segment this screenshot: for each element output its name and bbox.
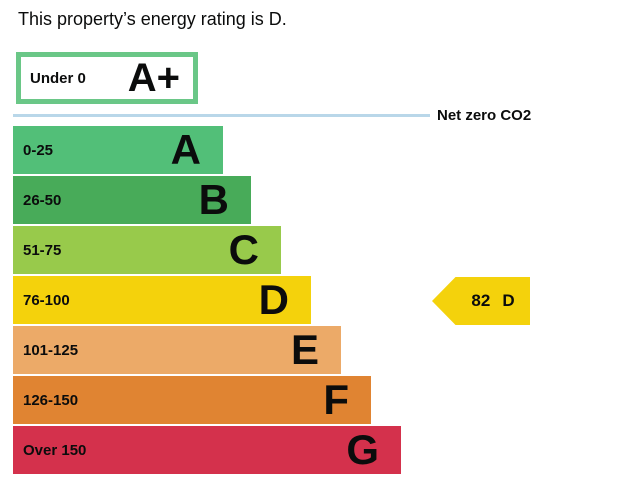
- band-range-label: 0-25: [23, 141, 54, 159]
- band-a-plus-letter: A+: [127, 56, 180, 100]
- page-title: This property’s energy rating is D.: [18, 9, 287, 29]
- current-rating-band: D: [502, 291, 515, 310]
- current-rating-value: 82: [471, 291, 491, 310]
- band-range-label: 126-150: [23, 391, 79, 409]
- band-range-label: 101-125: [23, 341, 79, 359]
- rating-band-c: 51-75 C: [13, 226, 281, 274]
- band-a-plus-range-label: Under 0: [30, 69, 86, 87]
- rating-bands: 0-25 A 26-50 B 51-75 C 76-100 D 101-125 E 126-150 F…: [13, 126, 401, 476]
- band-range-label: 26-50: [23, 191, 62, 209]
- band-letter: G: [346, 426, 379, 473]
- band-a-plus: Under 0 A+: [16, 52, 198, 104]
- net-zero-line: [13, 114, 430, 117]
- rating-band-d: 76-100 D: [13, 276, 311, 324]
- band-letter: C: [228, 226, 259, 273]
- band-letter: A: [170, 126, 201, 173]
- band-letter: D: [258, 276, 289, 323]
- net-zero-label: Net zero CO2: [437, 107, 532, 124]
- rating-band-e: 101-125 E: [13, 326, 341, 374]
- current-rating-marker: 82 D: [432, 277, 530, 325]
- band-letter: F: [323, 376, 349, 423]
- rating-band-a: 0-25 A: [13, 126, 223, 174]
- band-range-label: 76-100: [23, 291, 70, 309]
- band-range-label: Over 150: [23, 441, 87, 459]
- rating-band-b: 26-50 B: [13, 176, 251, 224]
- band-letter: B: [198, 176, 229, 223]
- rating-band-g: Over 150 G: [13, 426, 401, 474]
- band-range-label: 51-75: [23, 241, 62, 259]
- rating-band-f: 126-150 F: [13, 376, 371, 424]
- band-letter: E: [290, 326, 319, 373]
